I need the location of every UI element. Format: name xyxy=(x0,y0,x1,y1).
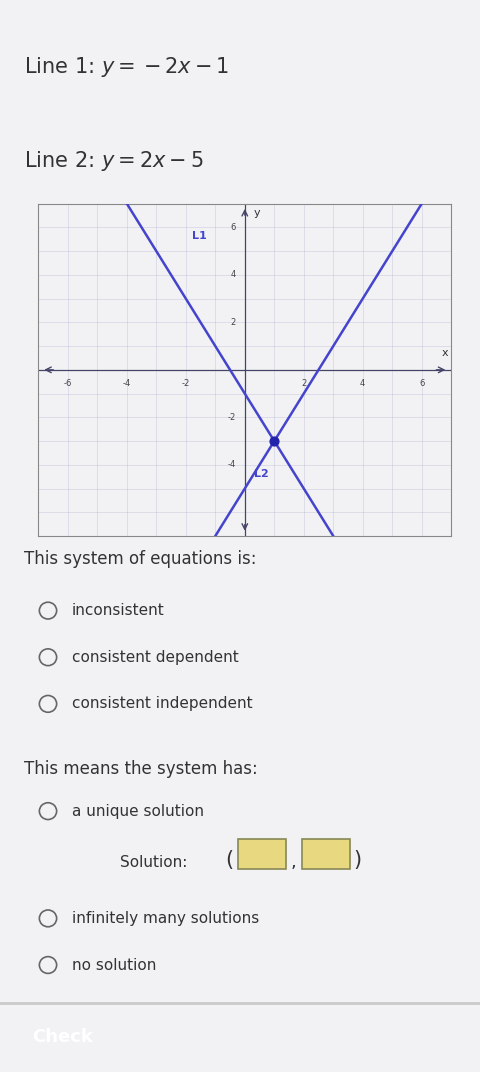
Text: y: y xyxy=(253,208,260,219)
Text: -4: -4 xyxy=(228,460,236,470)
Text: 2: 2 xyxy=(231,318,236,327)
Text: ,: , xyxy=(290,853,296,872)
Text: 4: 4 xyxy=(360,379,365,388)
Text: This system of equations is:: This system of equations is: xyxy=(24,550,256,568)
FancyBboxPatch shape xyxy=(0,1002,480,1004)
Text: -2: -2 xyxy=(228,413,236,421)
Text: 4: 4 xyxy=(231,270,236,280)
Text: -6: -6 xyxy=(64,379,72,388)
Text: no solution: no solution xyxy=(72,957,156,972)
FancyBboxPatch shape xyxy=(302,839,350,869)
Text: Line 1: $y=-2x-1$: Line 1: $y=-2x-1$ xyxy=(24,55,229,79)
Text: consistent dependent: consistent dependent xyxy=(72,650,239,665)
Text: L2: L2 xyxy=(253,468,268,479)
Text: This means the system has:: This means the system has: xyxy=(24,760,258,778)
Text: Solution:: Solution: xyxy=(120,855,187,869)
Text: Check: Check xyxy=(32,1028,93,1046)
Text: infinitely many solutions: infinitely many solutions xyxy=(72,911,259,926)
Text: (: ( xyxy=(226,850,234,870)
Text: a unique solution: a unique solution xyxy=(72,804,204,819)
Text: inconsistent: inconsistent xyxy=(72,604,165,619)
Text: Line 2: $y=2x-5$: Line 2: $y=2x-5$ xyxy=(24,149,204,173)
Text: consistent independent: consistent independent xyxy=(72,697,252,712)
Text: L1: L1 xyxy=(192,232,206,241)
Text: 6: 6 xyxy=(419,379,424,388)
Point xyxy=(270,432,278,449)
Text: -4: -4 xyxy=(123,379,131,388)
Text: 2: 2 xyxy=(301,379,306,388)
Text: ): ) xyxy=(354,850,362,870)
Text: x: x xyxy=(442,348,449,358)
Text: -2: -2 xyxy=(182,379,190,388)
FancyBboxPatch shape xyxy=(238,839,286,869)
Text: 6: 6 xyxy=(230,223,236,232)
